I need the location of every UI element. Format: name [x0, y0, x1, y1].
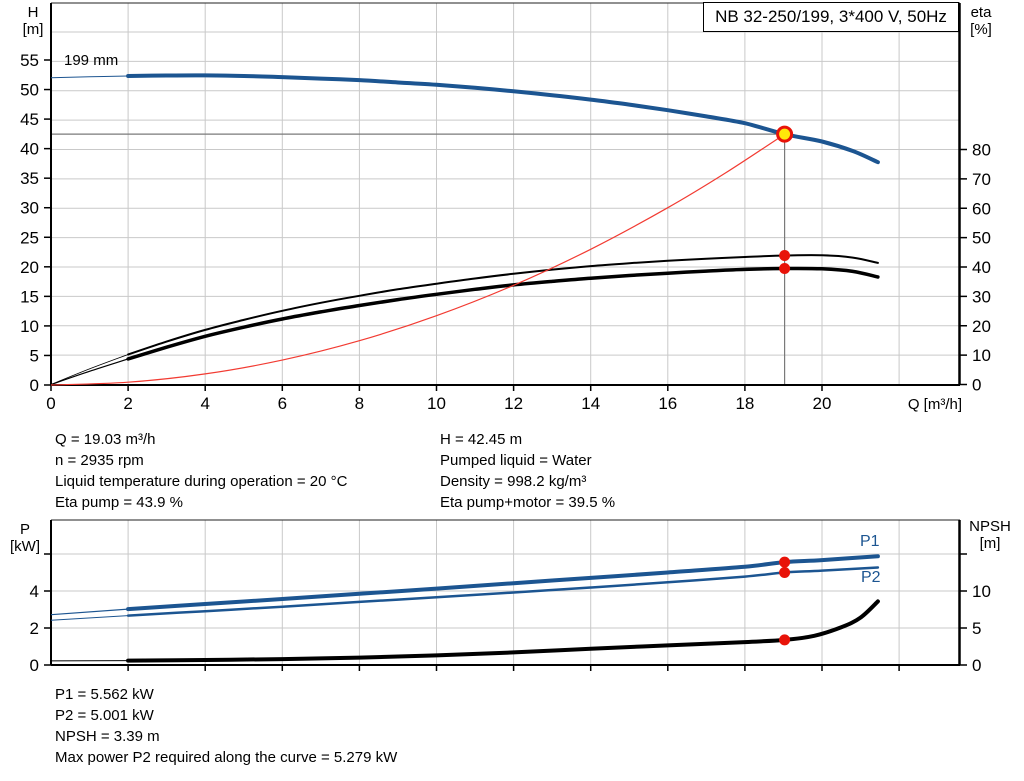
- tick-label: 2: [123, 394, 132, 413]
- tick-label: 35: [20, 169, 39, 188]
- npsh-axis-label: NPSH [m]: [969, 518, 1011, 552]
- q-axis-label: Q [m³/h]: [907, 396, 962, 413]
- h-axis-label: H [m]: [22, 4, 44, 38]
- tick-label: 60: [972, 199, 991, 218]
- operating-point-dot: [779, 262, 791, 274]
- tick-label: 45: [20, 110, 39, 129]
- curve-p2-thin: [50, 615, 129, 621]
- tick-label: 55: [20, 51, 39, 70]
- info-line-eta-pump: Eta pump = 43.9 %: [55, 494, 183, 511]
- curve-p2: [126, 566, 880, 617]
- chart-title-box: NB 32-250/199, 3*400 V, 50Hz: [703, 2, 959, 32]
- eta-axis-label: eta [%]: [970, 4, 992, 38]
- operating-point-dot: [779, 556, 791, 568]
- tick-label: 8: [355, 394, 364, 413]
- tick-label: 30: [20, 199, 39, 218]
- tick-label: 20: [972, 317, 991, 336]
- tick-label: 80: [972, 141, 991, 160]
- info-line-max-power: Max power P2 required along the curve = …: [55, 749, 398, 766]
- duty-info-right: H = 42.45 m Pumped liquid = Water Densit…: [440, 429, 615, 513]
- operating-point-dot: [779, 250, 791, 262]
- tick-label: 70: [972, 170, 991, 189]
- tick-label: 20: [20, 258, 39, 277]
- tick-label: 4: [200, 394, 209, 413]
- curve-h-thin: [50, 75, 129, 79]
- info-line-head: H = 42.45 m: [440, 431, 523, 448]
- tick-label: 12: [504, 394, 523, 413]
- info-line-p1: P1 = 5.562 kW: [55, 686, 154, 703]
- tick-label: 10: [972, 346, 991, 365]
- curve-eta-pump: [127, 254, 879, 356]
- tick-label: 4: [30, 582, 39, 601]
- curve-p1: [126, 554, 880, 612]
- tick-label: 30: [972, 287, 991, 306]
- tick-label: 16: [658, 394, 677, 413]
- curve-eta-pump-motor-thin: [50, 358, 129, 386]
- tick-label: 50: [20, 81, 39, 100]
- tick-label: 10: [20, 317, 39, 336]
- chart-title: NB 32-250/199, 3*400 V, 50Hz: [715, 7, 947, 26]
- tick-label: 25: [20, 228, 39, 247]
- tick-label: 40: [972, 258, 991, 277]
- info-line-flow: Q = 19.03 m³/h: [55, 431, 156, 448]
- info-line-liquid: Pumped liquid = Water: [440, 452, 592, 469]
- power-info: P1 = 5.562 kW P2 = 5.001 kW NPSH = 3.39 …: [55, 684, 397, 768]
- tick-label: 10: [427, 394, 446, 413]
- tick-label: 0: [30, 656, 39, 675]
- duty-info-left: Q = 19.03 m³/h n = 2935 rpm Liquid tempe…: [55, 429, 347, 513]
- operating-point-dot: [779, 566, 791, 578]
- tick-label: 0: [46, 394, 55, 413]
- tick-label: 18: [735, 394, 754, 413]
- tick-label: 15: [20, 287, 39, 306]
- tick-label: 6: [278, 394, 287, 413]
- p1-curve-label: P1: [860, 533, 880, 550]
- info-line-temperature: Liquid temperature during operation = 20…: [55, 473, 348, 490]
- tick-label: 0: [972, 656, 981, 675]
- tick-label: 40: [20, 140, 39, 159]
- info-line-density: Density = 998.2 kg/m³: [440, 473, 587, 490]
- operating-point-dot: [779, 634, 791, 646]
- curve-system: [50, 133, 785, 386]
- tick-label: 14: [581, 394, 600, 413]
- curve-eta-pump-thin: [50, 354, 129, 385]
- duty-point-marker: [776, 125, 794, 143]
- info-line-speed: n = 2935 rpm: [55, 452, 144, 469]
- tick-label: 2: [30, 619, 39, 638]
- curve-p1-thin: [50, 608, 129, 616]
- curve-h: [126, 73, 880, 165]
- curve-eta-pump-motor: [126, 266, 880, 361]
- info-line-p2: P2 = 5.001 kW: [55, 707, 154, 724]
- info-line-npsh: NPSH = 3.39 m: [55, 728, 160, 745]
- impeller-size-label: 199 mm: [64, 52, 119, 69]
- tick-label: 5: [30, 346, 39, 365]
- p2-curve-label: P2: [861, 569, 881, 586]
- tick-label: 50: [972, 229, 991, 248]
- curve-npsh: [126, 599, 880, 663]
- tick-label: 0: [30, 376, 39, 395]
- tick-label: 20: [813, 394, 832, 413]
- info-line-eta-pump-motor: Eta pump+motor = 39.5 %: [440, 494, 616, 511]
- tick-label: 0: [972, 376, 981, 395]
- p-axis-label: P [kW]: [10, 521, 40, 555]
- tick-label: 5: [972, 619, 981, 638]
- tick-label: 10: [972, 582, 991, 601]
